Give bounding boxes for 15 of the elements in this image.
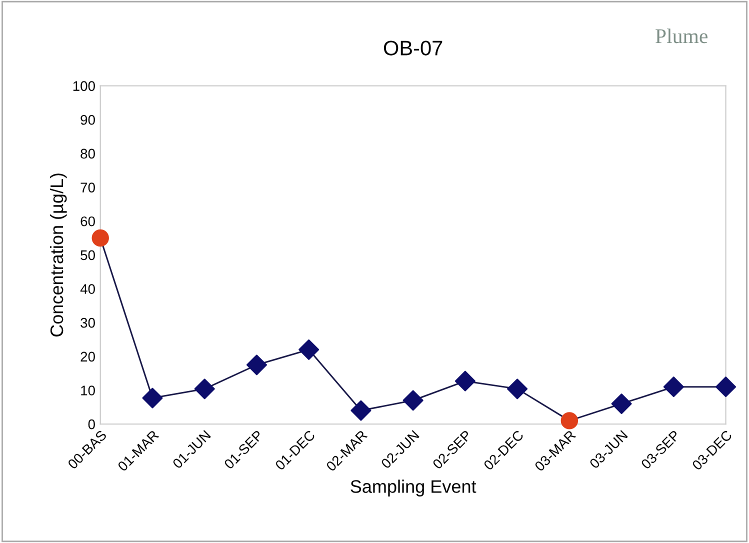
y-tick-label: 20 bbox=[80, 352, 95, 362]
x-axis-title: Sampling Event bbox=[350, 480, 476, 497]
y-axis-title: Concentration (µg/L) bbox=[50, 174, 67, 336]
y-tick-label: 30 bbox=[80, 318, 95, 328]
y-tick-label: 70 bbox=[80, 182, 95, 192]
y-tick-label: 0 bbox=[88, 419, 95, 430]
y-tick-label: 10 bbox=[81, 386, 95, 396]
chart-title: OB-07 bbox=[384, 40, 442, 56]
y-tick-label: 100 bbox=[73, 81, 95, 91]
y-tick-label: 40 bbox=[80, 284, 95, 294]
y-tick-label: 60 bbox=[80, 216, 95, 226]
text: Plume bbox=[656, 28, 708, 44]
y-tick-label: 80 bbox=[80, 148, 95, 159]
y-tick-label: 90 bbox=[80, 114, 95, 125]
y-tick-label: 50 bbox=[80, 250, 95, 260]
